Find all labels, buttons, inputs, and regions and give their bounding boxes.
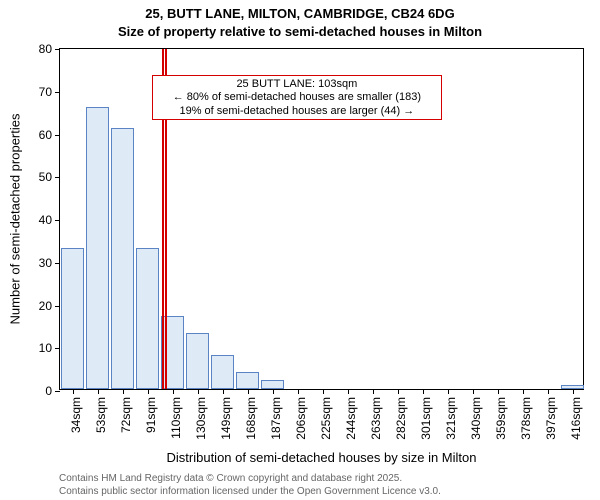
y-tick-label: 30 [39, 256, 52, 270]
y-tick [55, 135, 60, 136]
x-tick-label: 91sqm [144, 397, 158, 433]
x-tick [573, 389, 574, 394]
x-tick [148, 389, 149, 394]
x-tick-label: 378sqm [519, 397, 533, 440]
x-tick-label: 168sqm [244, 397, 258, 440]
y-tick-label: 50 [39, 170, 52, 184]
x-tick [98, 389, 99, 394]
x-tick [198, 389, 199, 394]
x-tick [473, 389, 474, 394]
x-tick-label: 321sqm [444, 397, 458, 440]
x-tick-label: 187sqm [269, 397, 283, 440]
y-tick-label: 60 [39, 128, 52, 142]
y-tick-label: 40 [39, 213, 52, 227]
y-tick [55, 263, 60, 264]
x-tick [223, 389, 224, 394]
x-tick-label: 263sqm [369, 397, 383, 440]
x-tick-label: 149sqm [219, 397, 233, 440]
x-tick-label: 206sqm [294, 397, 308, 440]
x-tick [273, 389, 274, 394]
x-tick-label: 244sqm [344, 397, 358, 440]
y-tick-label: 80 [39, 42, 52, 56]
x-tick-label: 72sqm [119, 397, 133, 433]
x-tick-label: 340sqm [469, 397, 483, 440]
x-axis-label: Distribution of semi-detached houses by … [167, 450, 477, 465]
x-tick-label: 130sqm [194, 397, 208, 440]
x-tick [448, 389, 449, 394]
x-tick [523, 389, 524, 394]
x-tick-label: 416sqm [569, 397, 583, 440]
histogram-bar [186, 333, 210, 389]
x-tick [398, 389, 399, 394]
histogram-bar [211, 355, 235, 389]
chart-figure: 25, BUTT LANE, MILTON, CAMBRIDGE, CB24 6… [0, 0, 600, 500]
annotation-title: 25 BUTT LANE: 103sqm [157, 78, 437, 92]
x-tick [298, 389, 299, 394]
footer-line2: Contains public sector information licen… [59, 485, 441, 498]
x-tick-label: 359sqm [494, 397, 508, 440]
y-tick-label: 20 [39, 299, 52, 313]
y-tick [55, 49, 60, 50]
annotation-box: 25 BUTT LANE: 103sqm← 80% of semi-detach… [152, 75, 442, 120]
x-tick [548, 389, 549, 394]
chart-title-line1: 25, BUTT LANE, MILTON, CAMBRIDGE, CB24 6… [0, 6, 600, 21]
x-tick-label: 282sqm [394, 397, 408, 440]
x-tick [248, 389, 249, 394]
plot-area: 0102030405060708034sqm53sqm72sqm91sqm110… [59, 48, 584, 390]
y-tick [55, 306, 60, 307]
chart-title-line2: Size of property relative to semi-detach… [0, 24, 600, 39]
histogram-bar [86, 107, 110, 389]
x-tick-label: 110sqm [169, 397, 183, 439]
x-tick-label: 301sqm [419, 397, 433, 440]
x-tick [323, 389, 324, 394]
x-tick [173, 389, 174, 394]
x-tick-label: 397sqm [544, 397, 558, 440]
histogram-bar [261, 380, 285, 389]
histogram-bar [236, 372, 260, 389]
annotation-line1: ← 80% of semi-detached houses are smalle… [157, 91, 437, 105]
y-tick-label: 70 [39, 85, 52, 99]
histogram-bar [136, 248, 160, 389]
histogram-bar [111, 128, 135, 389]
histogram-bar [61, 248, 85, 389]
x-tick-label: 53sqm [94, 397, 108, 433]
x-tick-label: 34sqm [69, 397, 83, 433]
footer-line1: Contains HM Land Registry data © Crown c… [59, 472, 441, 485]
annotation-line2: 19% of semi-detached houses are larger (… [157, 105, 437, 119]
x-tick [348, 389, 349, 394]
x-tick-label: 225sqm [319, 397, 333, 440]
y-tick [55, 391, 60, 392]
y-axis-label: Number of semi-detached properties [8, 114, 23, 325]
footer-attribution: Contains HM Land Registry data © Crown c… [59, 472, 441, 498]
x-tick [73, 389, 74, 394]
y-tick [55, 348, 60, 349]
x-tick [123, 389, 124, 394]
y-tick-label: 0 [45, 384, 52, 398]
x-tick [423, 389, 424, 394]
x-tick [373, 389, 374, 394]
y-tick [55, 92, 60, 93]
y-tick [55, 220, 60, 221]
y-tick [55, 177, 60, 178]
x-tick [498, 389, 499, 394]
y-tick-label: 10 [39, 341, 52, 355]
